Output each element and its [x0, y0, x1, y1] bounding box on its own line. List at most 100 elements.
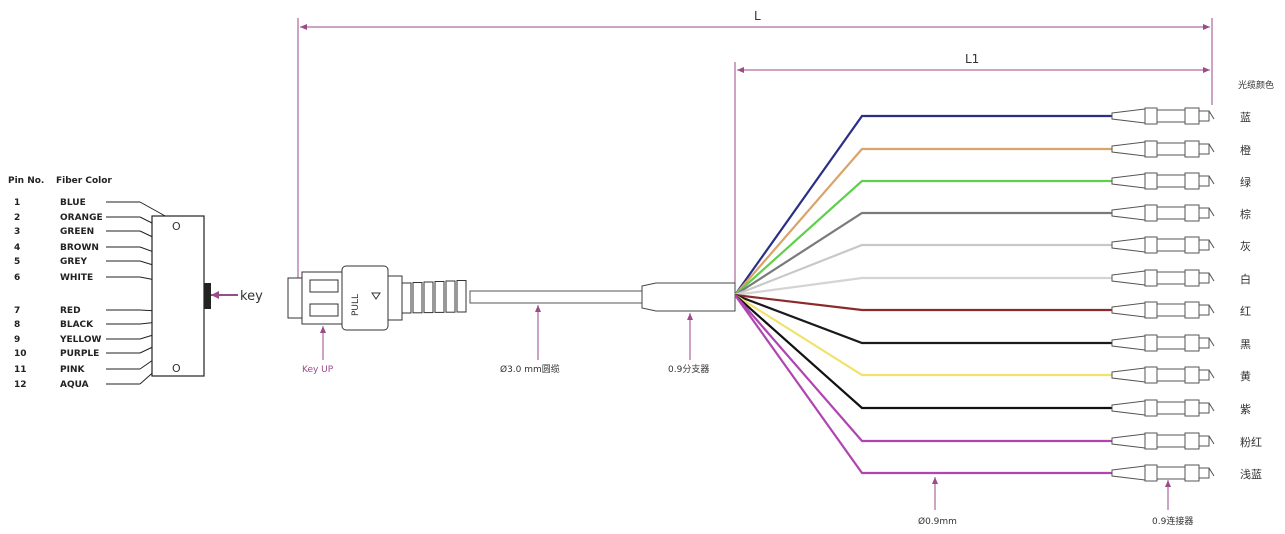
fiber-color-name: AQUA: [60, 380, 89, 390]
key-tab: [204, 283, 211, 309]
connector-collar: [1144, 269, 1158, 287]
connector-housing: [1156, 466, 1186, 480]
fiber-line: [734, 179, 1112, 296]
connector-ferrule: [1198, 207, 1210, 219]
color-header: Fiber Color: [56, 176, 112, 186]
connector-housing: [1156, 109, 1186, 123]
dimension-l: L: [297, 9, 1213, 290]
fiber-line: [734, 114, 1112, 296]
mpo-top-mark: O: [172, 220, 181, 233]
connector-collar: [1144, 140, 1158, 158]
connector-collar: [1144, 334, 1158, 352]
fiber-line: [734, 293, 1112, 312]
connector-ferrule: [1198, 304, 1210, 316]
fiber-color-cn: 紫: [1240, 403, 1251, 416]
fanout-splitter: [641, 282, 736, 312]
boot-rib: [423, 281, 434, 314]
connector-boot: [1111, 465, 1146, 481]
connector-tip: [1208, 402, 1215, 412]
connector-latch: [1184, 366, 1200, 384]
mpo-face-body: [151, 215, 205, 377]
end-connector: [1111, 107, 1215, 125]
end-connector: [1111, 432, 1215, 450]
fiber-color-name: YELLOW: [59, 335, 101, 345]
splitter-label: 0.9分支器: [668, 363, 709, 375]
mpo-bottom-mark: O: [172, 362, 181, 375]
end-connector: [1111, 464, 1215, 482]
connector-boot: [1111, 335, 1146, 351]
connector-housing: [1156, 142, 1186, 156]
connector-latch: [1184, 140, 1200, 158]
pin-number: 6: [14, 273, 20, 283]
connector-latch-top: [309, 279, 339, 293]
connector-boot: [1111, 141, 1146, 157]
boot-rib: [401, 282, 412, 314]
fiber-color-name: BLUE: [60, 198, 86, 208]
pull-arrow-icon: [371, 292, 381, 300]
end-connector: [1111, 140, 1215, 158]
connector-housing: [1156, 336, 1186, 350]
connector-collar: [1144, 464, 1158, 482]
pin-number: 3: [14, 227, 20, 237]
pin-number: 2: [14, 213, 20, 223]
connector-tip: [1208, 143, 1215, 153]
fiber-color-name: BLACK: [60, 320, 94, 330]
pin-header: Pin No.: [8, 176, 44, 186]
connector-latch: [1184, 269, 1200, 287]
connector-ferrule: [1198, 143, 1210, 155]
fiber-line: [734, 276, 1112, 297]
pin-number: 9: [14, 335, 20, 345]
end-connector: [1111, 236, 1215, 254]
connector-body: [387, 275, 403, 321]
cable-run: [469, 282, 736, 312]
fiber-color-cn: 红: [1240, 305, 1251, 318]
connector-ferrule: [1198, 239, 1210, 251]
connector-housing: [1156, 401, 1186, 415]
end-connector: [1111, 334, 1215, 352]
connector-latch: [1184, 399, 1200, 417]
connector-housing: [1156, 174, 1186, 188]
connector-collar: [1144, 172, 1158, 190]
key-up-label: Key UP: [302, 365, 334, 375]
pin-number: 1: [14, 198, 20, 208]
connector-boot: [1111, 400, 1146, 416]
connector-collar: [1144, 366, 1158, 384]
boot-rib: [412, 282, 423, 314]
pull-sleeve: [341, 265, 389, 331]
connector-latch: [1184, 236, 1200, 254]
connector-tip: [1208, 272, 1215, 282]
fiber-color-cn: 橙: [1240, 143, 1251, 157]
connector-tip: [1208, 175, 1215, 185]
cable-label: Ø3.0 mm圆缆: [500, 363, 560, 375]
pin-number: 7: [14, 306, 20, 316]
boot-rib: [445, 280, 456, 313]
connector-ferrule: [1198, 110, 1210, 122]
connector-collar: [1144, 107, 1158, 125]
pin-number: 10: [14, 349, 27, 359]
connector-housing: [1156, 206, 1186, 220]
connector-ferrule: [1198, 175, 1210, 187]
fiber-color-cn: 棕: [1240, 207, 1251, 221]
connector-boot: [1111, 433, 1146, 449]
key-label: key: [240, 289, 263, 304]
fiber-line: [734, 294, 1112, 443]
fiber-color-cn: 蓝: [1240, 111, 1251, 124]
pin-number: 11: [14, 365, 27, 375]
connector-latch: [1184, 204, 1200, 222]
connector-housing: [1156, 238, 1186, 252]
fiber-line: [734, 294, 1112, 475]
connector-ferrule: [1198, 272, 1210, 284]
connector-housing: [1156, 303, 1186, 317]
connector-housing: [1156, 271, 1186, 285]
fiber-color-cn: 绿: [1240, 175, 1251, 189]
pin-number: 12: [14, 380, 27, 390]
fiber-line: [734, 211, 1112, 296]
connector-boot: [1111, 367, 1146, 383]
connector-tip: [1208, 467, 1215, 477]
fiber-color-name: PURPLE: [60, 349, 99, 359]
connector-ferrule: [1198, 369, 1210, 381]
fiber-color-name: ORANGE: [60, 213, 103, 223]
connector-housing: [1156, 434, 1186, 448]
connector-latch: [1184, 334, 1200, 352]
